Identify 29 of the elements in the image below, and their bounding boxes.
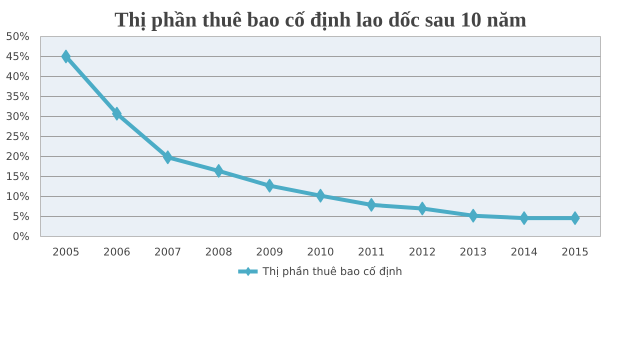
x-tick-label: 2013 [460, 246, 487, 258]
x-tick-label: 2009 [256, 246, 284, 258]
y-tick-label: 10% [6, 190, 30, 203]
y-tick-label: 15% [6, 170, 30, 183]
y-tick-label: 50% [6, 30, 30, 43]
x-tick-label: 2005 [52, 246, 80, 258]
x-tick-label: 2008 [205, 246, 232, 258]
point [417, 202, 428, 216]
x-tick-label: 2010 [306, 246, 334, 258]
point [468, 208, 478, 223]
y-tick-label: 35% [6, 90, 30, 103]
point [214, 164, 224, 178]
legend-label: Thị phần thuê bao cố định [262, 264, 402, 278]
y-tick-label: 45% [6, 50, 30, 63]
y-tick-label: 5% [12, 210, 30, 223]
point [61, 50, 71, 64]
x-tick-label: 2014 [510, 246, 538, 258]
point [162, 150, 173, 164]
x-tick-label: 2011 [358, 246, 385, 258]
y-tick-label: 20% [6, 150, 30, 163]
y-tick-label: 30% [6, 110, 30, 123]
x-tick-label: 2015 [561, 246, 589, 258]
chart-title: Thị phần thuê bao cố định lao dốc sau 10 năm [114, 8, 527, 32]
x-tick-label: 2012 [408, 246, 436, 258]
y-tick-label: 40% [6, 70, 30, 83]
y-tick-label: 25% [6, 130, 30, 143]
x-tick-label: 2006 [103, 246, 131, 258]
y-tick-label: 0% [12, 230, 30, 243]
x-tick-label: 2007 [154, 246, 182, 258]
